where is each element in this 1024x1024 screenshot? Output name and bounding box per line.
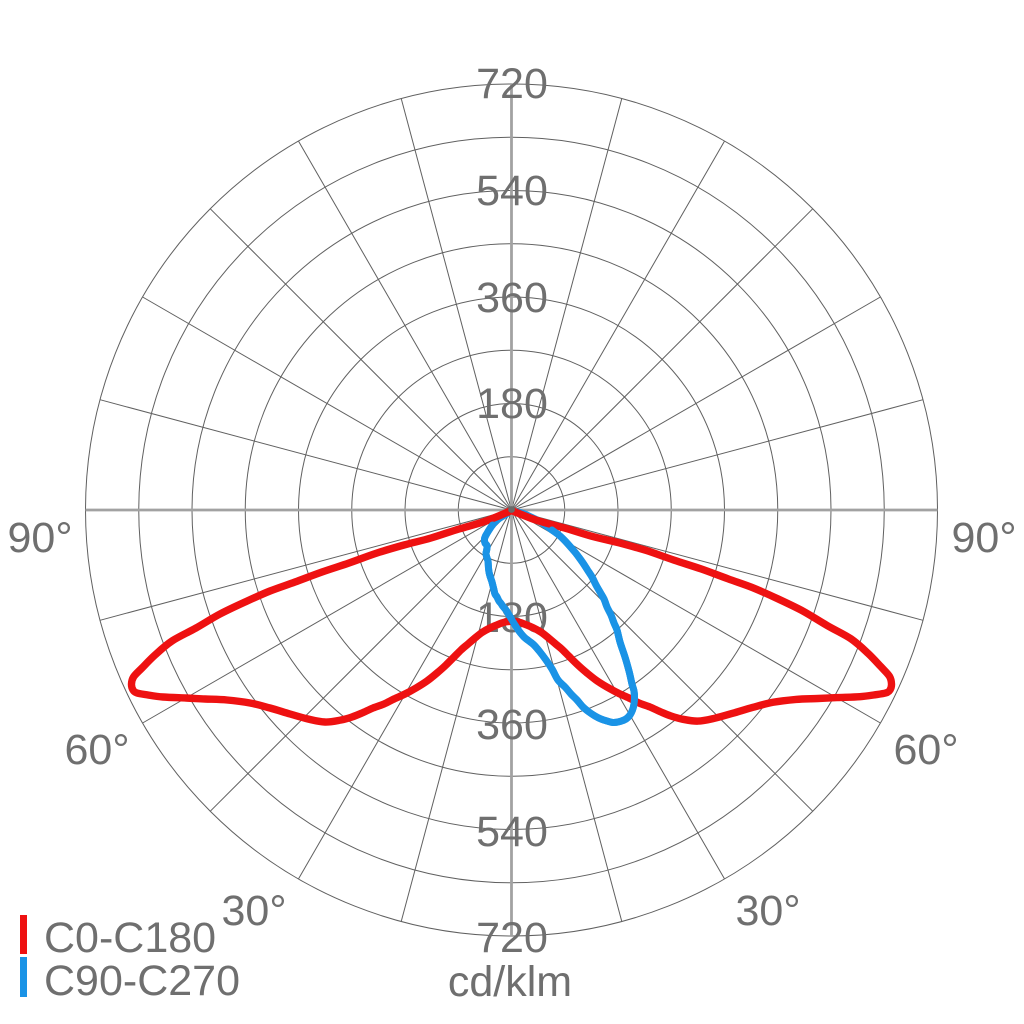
svg-text:180: 180 [476,380,548,428]
svg-text:cd/klm: cd/klm [448,958,572,1006]
svg-text:90°: 90° [7,514,72,562]
svg-text:60°: 60° [64,726,129,774]
svg-text:C0-C180: C0-C180 [44,914,216,962]
svg-text:720: 720 [476,914,548,962]
svg-text:C90-C270: C90-C270 [44,957,240,1005]
svg-text:540: 540 [476,167,548,215]
svg-text:360: 360 [476,701,548,749]
svg-text:30°: 30° [735,887,800,935]
svg-text:30°: 30° [221,887,286,935]
svg-text:90°: 90° [951,514,1016,562]
svg-text:720: 720 [476,60,548,108]
svg-text:360: 360 [476,274,548,322]
svg-text:540: 540 [476,808,548,856]
svg-text:60°: 60° [893,726,958,774]
